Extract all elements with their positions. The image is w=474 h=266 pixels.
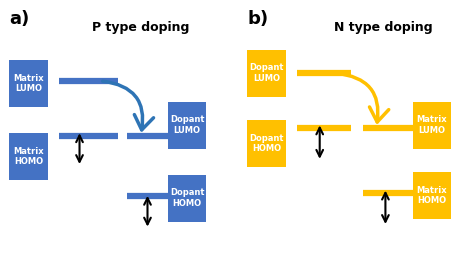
- Text: b): b): [247, 10, 268, 28]
- FancyBboxPatch shape: [9, 60, 48, 107]
- FancyBboxPatch shape: [412, 172, 451, 219]
- Text: Dopant
HOMO: Dopant HOMO: [249, 134, 284, 153]
- Text: Matrix
LUMO: Matrix LUMO: [13, 74, 44, 93]
- FancyBboxPatch shape: [247, 120, 286, 167]
- Text: Dopant
HOMO: Dopant HOMO: [170, 189, 204, 208]
- Text: Matrix
HOMO: Matrix HOMO: [417, 186, 447, 205]
- FancyBboxPatch shape: [412, 102, 451, 149]
- Text: N type doping: N type doping: [334, 21, 432, 34]
- Text: Dopant
LUMO: Dopant LUMO: [170, 115, 204, 135]
- Text: Dopant
LUMO: Dopant LUMO: [249, 63, 284, 83]
- FancyBboxPatch shape: [9, 133, 48, 180]
- FancyBboxPatch shape: [168, 102, 206, 149]
- Text: Matrix
HOMO: Matrix HOMO: [13, 147, 44, 166]
- Text: P type doping: P type doping: [92, 21, 190, 34]
- FancyBboxPatch shape: [168, 175, 206, 222]
- Text: a): a): [9, 10, 29, 28]
- FancyBboxPatch shape: [247, 49, 286, 97]
- FancyArrowPatch shape: [103, 81, 154, 130]
- Text: Matrix
LUMO: Matrix LUMO: [417, 115, 447, 135]
- FancyArrowPatch shape: [336, 73, 389, 122]
